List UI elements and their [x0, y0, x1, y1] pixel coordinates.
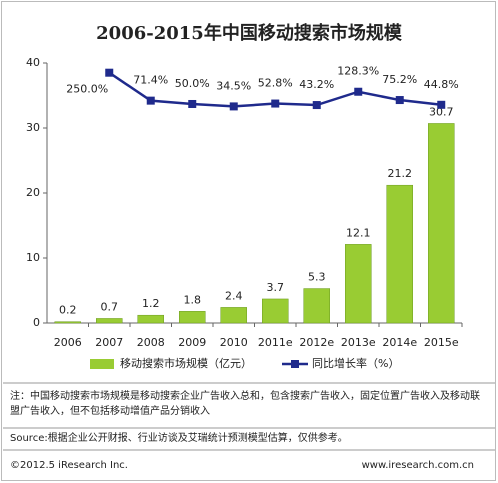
note: 注：中国移动搜索市场规模是移动搜索企业广告收入总和，包含搜索广告收入，固定位置广…: [10, 391, 480, 417]
x-tick-label: 2012e: [299, 336, 334, 349]
bar: [428, 123, 455, 324]
point: [312, 101, 321, 110]
y-tick-label: 40: [26, 56, 40, 69]
value-label: 1.8: [184, 293, 202, 306]
bar: [386, 184, 413, 324]
x-tick-label: 2014e: [382, 336, 417, 349]
x-tick-label: 2007: [95, 336, 123, 349]
value-label: 43.2%: [299, 78, 334, 91]
bar: [179, 311, 206, 324]
point: [437, 100, 446, 109]
value-label: 2.4: [225, 289, 243, 302]
point: [188, 99, 197, 108]
value-label: 12.1: [346, 226, 371, 239]
x-tick-label: 2008: [137, 336, 165, 349]
value-label: 5.3: [308, 271, 326, 284]
value-label: 21.2: [388, 167, 413, 180]
value-label: 75.2%: [382, 73, 417, 86]
legend-label: 移动搜索市场规模（亿元）: [120, 356, 252, 370]
point: [229, 102, 238, 111]
bar: [345, 244, 372, 324]
value-label: 3.7: [267, 281, 285, 294]
value-label: 0.7: [101, 300, 119, 313]
chart-title: 2006-2015年中国移动搜索市场规模: [96, 22, 403, 44]
legend-label: 同比增长率（%）: [312, 356, 399, 370]
value-label: 50.0%: [175, 77, 210, 90]
x-tick-label: 2006: [54, 336, 82, 349]
value-label: 34.5%: [216, 79, 251, 92]
y-tick-label: 0: [33, 316, 40, 329]
point: [271, 99, 280, 108]
x-tick-label: 2009: [178, 336, 206, 349]
x-tick-label: 2015e: [424, 336, 459, 349]
legend-swatch: [90, 359, 114, 369]
y-tick-label: 20: [26, 186, 40, 199]
source: Source:根据企业公开财报、行业访谈及艾瑞统计预测模型估算，仅供参考。: [10, 433, 348, 444]
point: [354, 87, 363, 96]
bar: [54, 321, 81, 324]
point: [105, 68, 114, 77]
x-tick-label: 2010: [220, 336, 248, 349]
y-tick-label: 10: [26, 251, 40, 264]
legend-swatch: [291, 360, 299, 368]
value-label: 250.0%: [66, 83, 108, 96]
bar: [137, 314, 164, 324]
point: [395, 96, 404, 105]
copyright: ©2012.5 iResearch Inc.: [10, 460, 128, 471]
y-tick-label: 30: [26, 121, 40, 134]
bar: [303, 288, 330, 324]
point: [146, 96, 155, 105]
value-label: 30.7: [429, 105, 454, 118]
x-tick-label: 2011e: [258, 336, 293, 349]
bar: [220, 307, 247, 324]
value-label: 71.4%: [133, 74, 168, 87]
bar: [96, 318, 123, 324]
value-label: 1.2: [142, 297, 160, 310]
value-label: 128.3%: [337, 65, 379, 78]
value-label: 0.2: [59, 304, 77, 317]
value-label: 44.8%: [424, 78, 459, 91]
value-label: 52.8%: [258, 77, 293, 90]
bar: [262, 298, 289, 324]
website: www.iresearch.com.cn: [362, 460, 474, 471]
x-tick-label: 2013e: [341, 336, 376, 349]
